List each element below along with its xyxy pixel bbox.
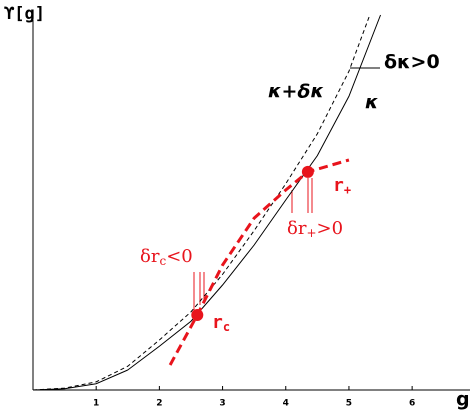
annotation-text: δκ>0 <box>384 51 440 73</box>
point-label: rc <box>212 312 230 334</box>
x-tick-label: 5 <box>346 399 352 409</box>
label-sub: + <box>344 183 351 197</box>
annotation-rest: >0 <box>317 218 344 239</box>
curve-label: κ <box>365 92 379 114</box>
series-line <box>168 158 350 366</box>
x-axis-label: g <box>456 389 470 411</box>
curve-label: κ+δκ <box>268 81 324 103</box>
series-line <box>32 14 371 391</box>
annotation-sub: + <box>306 226 316 240</box>
point-label: r+ <box>333 175 351 197</box>
annotation: δr+>0 <box>287 218 343 240</box>
label-sub: c <box>223 320 230 334</box>
x-tick-label: 2 <box>156 399 162 409</box>
annotation-sub: c <box>159 254 166 268</box>
annotation-rest: <0 <box>166 246 193 267</box>
label-main: r <box>212 312 223 333</box>
annotation-text: δr <box>140 246 160 267</box>
x-tick-label: 3 <box>219 399 225 409</box>
annotation: δκ>0 <box>384 51 440 73</box>
x-tick-label: 6 <box>409 399 415 409</box>
y-axis-label: ϒ[g] <box>4 4 45 24</box>
point <box>191 309 204 321</box>
annotation: δrc<0 <box>140 246 193 268</box>
point <box>301 165 314 178</box>
series-line <box>32 14 382 391</box>
delta-markers <box>193 178 313 312</box>
x-tick-label: 1 <box>93 399 99 409</box>
annotation-text: δr <box>287 218 307 239</box>
label-main: r <box>333 175 344 196</box>
x-tick-label: 4 <box>283 399 289 409</box>
